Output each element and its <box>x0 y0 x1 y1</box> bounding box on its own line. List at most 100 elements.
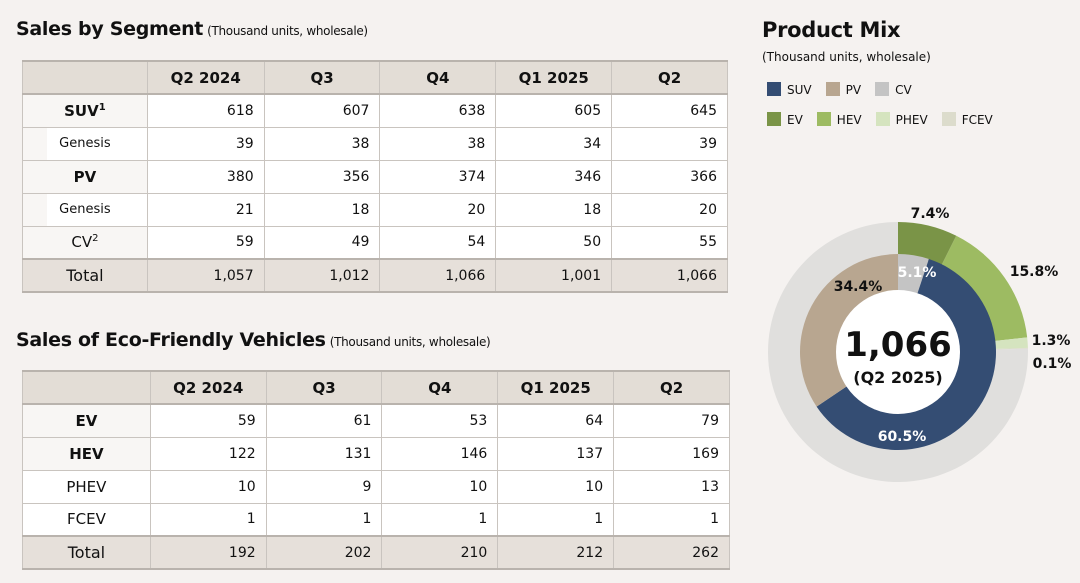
cell-value: 366 <box>611 159 728 194</box>
data-label-ev: 7.4% <box>911 206 950 222</box>
corner-cell <box>22 370 151 405</box>
row-label: SUV1 <box>22 93 148 128</box>
cell-value: 59 <box>149 403 267 438</box>
cell-value: 10 <box>149 469 267 504</box>
title-text: Sales of Eco-Friendly Vehicles <box>16 329 326 351</box>
data-label-suv: 60.5% <box>878 429 927 445</box>
cell-value: 1 <box>613 502 730 537</box>
cell-value: 13 <box>613 469 730 504</box>
cell-value: 1 <box>497 502 615 537</box>
cell-value: 21 <box>146 192 265 227</box>
cell-value: 10 <box>381 469 499 504</box>
table-row: PHEV 10 9 10 10 13 <box>22 469 730 504</box>
legend-label: HEV <box>836 113 862 127</box>
title-text: Sales by Segment <box>16 18 204 40</box>
table-row: SUV1 618 607 638 605 645 <box>22 93 728 128</box>
header-row: Q2 2024 Q3 Q4 Q1 2025 Q2 <box>22 60 728 95</box>
row-label-text: FCEV <box>66 510 106 529</box>
cell-value: 192 <box>149 535 267 570</box>
cell-value: 1,066 <box>379 258 497 293</box>
subtitle: (Thousand units, wholesale) <box>207 24 368 38</box>
row-label-text: Genesis <box>59 202 111 217</box>
row-label: HEV <box>22 436 151 471</box>
segment-table: Q2 2024 Q3 Q4 Q1 2025 Q2 SUV1 618 607 638 605 645 G… <box>22 60 728 293</box>
cell-value: 1,057 <box>146 258 265 293</box>
center-circle <box>836 290 960 414</box>
row-label-text: SUV <box>64 101 99 120</box>
cell-value: 607 <box>263 93 381 128</box>
legend-row-1: SUV PV CV <box>767 82 912 97</box>
cell-value: 1,001 <box>495 258 613 293</box>
column-header: Q2 <box>613 370 730 405</box>
cell-value: 34 <box>495 126 613 161</box>
cell-value: 169 <box>613 436 730 471</box>
column-header: Q1 2025 <box>497 370 615 405</box>
legend-label: EV <box>787 113 803 127</box>
corner-cell <box>22 60 148 95</box>
row-label-text: Total <box>67 543 106 562</box>
cell-value: 1 <box>265 502 383 537</box>
table-row: CV2 59 49 54 50 55 <box>22 225 728 260</box>
cell-value: 1,012 <box>263 258 381 293</box>
header-row: Q2 2024 Q3 Q4 Q1 2025 Q2 <box>22 370 730 405</box>
row-label: PV <box>22 159 148 194</box>
legend-swatch <box>816 112 831 126</box>
legend-item-phev: PHEV <box>875 112 928 127</box>
cell-value: 49 <box>263 225 381 260</box>
cell-value: 146 <box>381 436 499 471</box>
row-label: EV <box>22 403 151 438</box>
legend-swatch <box>825 82 840 96</box>
data-label-pv: 34.4% <box>834 279 883 295</box>
table-row: PV 380 356 374 346 366 <box>22 159 728 194</box>
legend-item-fcev: FCEV <box>941 112 993 127</box>
table-row: EV 59 61 53 64 79 <box>22 403 730 438</box>
cell-value: 202 <box>265 535 383 570</box>
data-label-hev: 15.8% <box>1010 264 1059 280</box>
cell-value: 210 <box>381 535 499 570</box>
cell-value: 61 <box>265 403 383 438</box>
legend-label: CV <box>895 83 912 97</box>
cell-value: 59 <box>146 225 265 260</box>
legend-swatch <box>875 82 890 96</box>
column-header: Q2 <box>611 60 728 95</box>
legend-label: SUV <box>787 83 812 97</box>
slice-suv <box>816 258 996 450</box>
eco-table: Q2 2024 Q3 Q4 Q1 2025 Q2 EV 59 61 53 64 79 HEV 122 13… <box>22 370 730 570</box>
cell-value: 10 <box>497 469 615 504</box>
legend-item-hev: HEV <box>816 112 862 127</box>
cell-value: 20 <box>379 192 497 227</box>
chart-title: Product Mix <box>762 18 901 42</box>
cell-value: 20 <box>611 192 728 227</box>
cell-value: 1,066 <box>611 258 728 293</box>
column-header: Q3 <box>263 60 381 95</box>
column-header: Q4 <box>379 60 497 95</box>
slice-fcev <box>993 347 1028 350</box>
cell-value: 262 <box>613 535 730 570</box>
row-label-text: EV <box>75 411 98 430</box>
cell-value: 380 <box>146 159 265 194</box>
table-row: Total 1,057 1,012 1,066 1,001 1,066 <box>22 258 728 293</box>
cell-value: 137 <box>497 436 615 471</box>
center-value: 1,066 <box>844 325 952 365</box>
slice-phev <box>993 337 1028 349</box>
table-row: Genesis 21 18 20 18 20 <box>22 192 728 227</box>
cell-value: 64 <box>497 403 615 438</box>
legend-swatch <box>875 112 890 126</box>
legend-row-2: EV HEV PHEV FCEV <box>767 112 993 127</box>
row-label: FCEV <box>22 502 151 537</box>
cell-value: 605 <box>495 93 613 128</box>
column-header: Q1 2025 <box>495 60 613 95</box>
cell-value: 122 <box>149 436 267 471</box>
eco-title: Sales of Eco-Friendly Vehicles (Thousand … <box>16 329 491 351</box>
column-header: Q3 <box>265 370 383 405</box>
footnote-mark: 1 <box>98 101 106 113</box>
row-label-text: PV <box>73 167 97 186</box>
legend-label: FCEV <box>961 113 993 127</box>
cell-value: 54 <box>379 225 497 260</box>
cell-value: 39 <box>611 126 728 161</box>
cell-value: 1 <box>381 502 499 537</box>
column-header: Q4 <box>381 370 499 405</box>
cell-value: 9 <box>265 469 383 504</box>
cell-value: 212 <box>497 535 615 570</box>
